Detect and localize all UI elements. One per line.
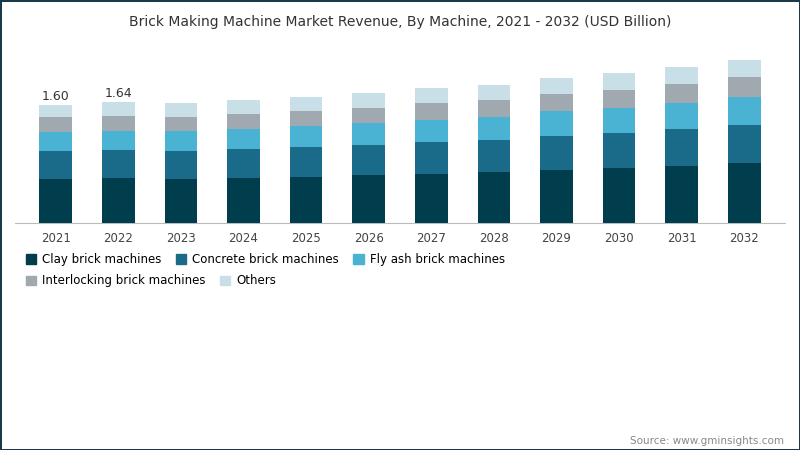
Bar <box>415 120 447 142</box>
Bar <box>353 93 385 108</box>
Bar <box>728 77 761 97</box>
Text: 1.60: 1.60 <box>42 90 70 103</box>
Bar <box>478 117 510 140</box>
Bar <box>666 67 698 84</box>
Bar <box>353 123 385 145</box>
Bar <box>603 90 635 108</box>
Text: Source: www.gminsights.com: Source: www.gminsights.com <box>630 436 784 446</box>
Bar <box>290 112 322 126</box>
Text: 1.64: 1.64 <box>105 86 132 99</box>
Bar <box>290 177 322 223</box>
Bar <box>39 117 72 132</box>
Bar <box>102 116 134 130</box>
Bar <box>290 147 322 177</box>
Bar <box>227 129 260 149</box>
Bar <box>39 179 72 223</box>
Bar <box>540 78 573 94</box>
Bar <box>603 168 635 223</box>
Bar <box>165 131 197 151</box>
Bar <box>165 151 197 179</box>
Bar <box>227 149 260 178</box>
Bar <box>102 150 134 178</box>
Bar <box>353 108 385 123</box>
Bar <box>478 140 510 172</box>
Bar <box>353 145 385 175</box>
Bar <box>728 125 761 162</box>
Bar <box>603 108 635 133</box>
Bar <box>728 97 761 125</box>
Bar <box>415 174 447 223</box>
Bar <box>728 59 761 77</box>
Bar <box>728 162 761 223</box>
Legend: Interlocking brick machines, Others: Interlocking brick machines, Others <box>21 270 281 292</box>
Bar <box>290 126 322 147</box>
Bar <box>666 103 698 129</box>
Bar <box>478 172 510 223</box>
Bar <box>666 84 698 103</box>
Bar <box>666 166 698 223</box>
Bar <box>39 151 72 179</box>
Bar <box>39 105 72 117</box>
Bar <box>666 129 698 166</box>
Bar <box>165 117 197 131</box>
Bar <box>603 73 635 90</box>
Bar <box>415 142 447 174</box>
Bar <box>227 178 260 223</box>
Bar <box>102 102 134 116</box>
Bar <box>227 100 260 114</box>
Bar <box>540 112 573 136</box>
Bar <box>39 132 72 151</box>
Bar <box>415 103 447 120</box>
Bar <box>540 94 573 112</box>
Bar <box>415 89 447 103</box>
Bar <box>102 178 134 223</box>
Bar <box>478 85 510 100</box>
Bar <box>290 97 322 112</box>
Bar <box>540 136 573 170</box>
Bar <box>227 114 260 129</box>
Bar <box>478 100 510 117</box>
Bar <box>102 130 134 150</box>
Bar <box>353 175 385 223</box>
Bar <box>165 103 197 117</box>
Title: Brick Making Machine Market Revenue, By Machine, 2021 - 2032 (USD Billion): Brick Making Machine Market Revenue, By … <box>129 15 671 29</box>
Bar <box>603 133 635 168</box>
Bar <box>165 179 197 223</box>
Bar <box>540 170 573 223</box>
